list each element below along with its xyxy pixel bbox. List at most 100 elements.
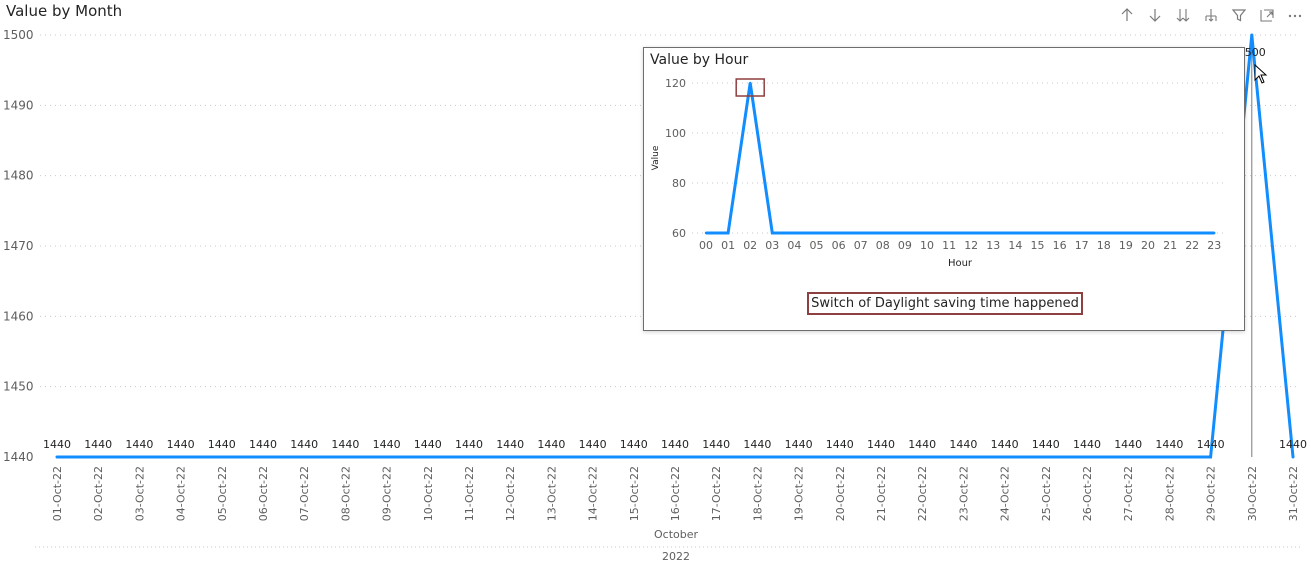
data-label: 1440	[414, 438, 442, 451]
x-tick-label: 23-Oct-22	[957, 466, 970, 521]
drill-down-icon[interactable]	[1142, 4, 1167, 26]
x-tick-label: 05-Oct-22	[216, 466, 229, 521]
tooltip-data-point	[726, 231, 730, 235]
expand-hierarchy-icon[interactable]	[1198, 4, 1223, 26]
x-tick-label: 26-Oct-22	[1081, 466, 1094, 521]
y-tick-label: 1470	[3, 239, 34, 253]
data-label: 1440	[1155, 438, 1183, 451]
data-label: 1440	[290, 438, 318, 451]
x-tick-label: 07-Oct-22	[298, 466, 311, 521]
data-label: 1440	[1032, 438, 1060, 451]
data-label: 1440	[1114, 438, 1142, 451]
tooltip-x-tick-label: 18	[1097, 239, 1111, 252]
data-label: 1440	[579, 438, 607, 451]
data-point	[1291, 455, 1295, 459]
y-tick-label: 1480	[3, 169, 34, 183]
data-point	[261, 455, 265, 459]
tooltip-data-point	[970, 231, 973, 235]
data-point	[591, 455, 595, 459]
tooltip-x-tick-label: 06	[832, 239, 846, 252]
tooltip-x-tick-label: 07	[854, 239, 868, 252]
focus-mode-icon[interactable]	[1254, 4, 1279, 26]
data-point	[137, 455, 141, 459]
tooltip-y-axis-title: Value	[651, 145, 661, 170]
tooltip-data-point	[704, 231, 708, 235]
tooltip-data-point	[925, 231, 929, 235]
data-label: 1440	[455, 438, 483, 451]
tooltip-data-point	[1146, 231, 1150, 235]
data-point	[1167, 455, 1171, 459]
data-point	[220, 455, 224, 459]
tooltip-x-tick-label: 03	[765, 239, 779, 252]
data-point	[755, 455, 759, 459]
data-label: 1440	[1073, 438, 1101, 451]
tooltip-x-tick-label: 14	[1008, 239, 1022, 252]
data-point	[426, 455, 430, 459]
tooltip-x-tick-label: 02	[743, 239, 757, 252]
tooltip-x-tick-label: 09	[898, 239, 912, 252]
data-label: 1440	[537, 438, 565, 451]
y-tick-label: 1490	[3, 98, 34, 112]
drill-up-icon[interactable]	[1114, 4, 1139, 26]
filter-icon[interactable]	[1226, 4, 1251, 26]
tooltip-x-tick-label: 13	[986, 239, 1000, 252]
tooltip-x-tick-label: 10	[920, 239, 934, 252]
tooltip-y-tick-label: 100	[665, 127, 686, 140]
dst-annotation: Switch of Daylight saving time happened	[807, 292, 1083, 315]
tooltip-data-point	[771, 231, 774, 235]
data-point	[920, 455, 924, 459]
data-label: 1440	[331, 438, 359, 451]
x-tick-label: 14-Oct-22	[587, 466, 600, 521]
tooltip-data-point	[837, 231, 840, 235]
data-point	[879, 455, 883, 459]
x-tick-label: 25-Oct-22	[1040, 466, 1053, 521]
data-label: 1440	[1279, 438, 1307, 451]
x-tick-label: 06-Oct-22	[257, 466, 270, 521]
data-label: 1440	[867, 438, 895, 451]
tooltip-x-tick-label: 16	[1053, 239, 1067, 252]
y-tick-label: 1450	[3, 380, 34, 394]
tooltip-data-point	[1124, 231, 1128, 235]
data-label: 1440	[373, 438, 401, 451]
x-tick-label: 17-Oct-22	[710, 466, 723, 521]
tooltip-series-line	[706, 82, 1215, 235]
data-point	[467, 455, 471, 459]
x-tick-label: 09-Oct-22	[381, 466, 394, 521]
data-label: 1440	[208, 438, 236, 451]
tooltip-data-point	[1014, 231, 1017, 235]
data-label: 1440	[43, 438, 71, 451]
tooltip-x-tick-label: 19	[1119, 239, 1133, 252]
x-tick-label: 03-Oct-22	[133, 466, 146, 521]
tooltip-y-tick-label: 80	[672, 177, 686, 190]
data-label: 1440	[249, 438, 277, 451]
tooltip-data-point	[1102, 231, 1105, 235]
x-hierarchy-year: 2022	[662, 550, 690, 563]
data-point	[549, 455, 553, 459]
data-point	[1003, 455, 1007, 459]
more-options-icon[interactable]	[1282, 4, 1307, 26]
data-label: 1440	[496, 438, 524, 451]
tooltip-data-point	[1080, 231, 1083, 235]
tooltip-data-point	[1168, 231, 1172, 235]
visual-header-toolbar	[1114, 4, 1307, 26]
data-point	[1250, 33, 1254, 37]
y-tick-label: 1440	[3, 450, 34, 464]
y-tick-label: 1500	[3, 28, 34, 42]
data-point	[96, 455, 100, 459]
x-tick-label: 02-Oct-22	[92, 466, 105, 521]
data-label: 1440	[702, 438, 730, 451]
x-tick-label: 16-Oct-22	[669, 466, 682, 521]
data-point	[385, 455, 389, 459]
x-tick-label: 19-Oct-22	[793, 466, 806, 521]
tooltip-x-tick-label: 15	[1031, 239, 1045, 252]
x-tick-label: 04-Oct-22	[175, 466, 188, 521]
data-point	[1085, 455, 1089, 459]
tooltip-data-point	[1191, 231, 1194, 235]
data-point	[838, 455, 842, 459]
data-point	[1209, 455, 1213, 459]
x-tick-label: 10-Oct-22	[422, 466, 435, 521]
x-tick-label: 18-Oct-22	[751, 466, 764, 521]
expand-next-level-icon[interactable]	[1170, 4, 1195, 26]
x-tick-label: 27-Oct-22	[1122, 466, 1135, 521]
data-point	[302, 455, 306, 459]
